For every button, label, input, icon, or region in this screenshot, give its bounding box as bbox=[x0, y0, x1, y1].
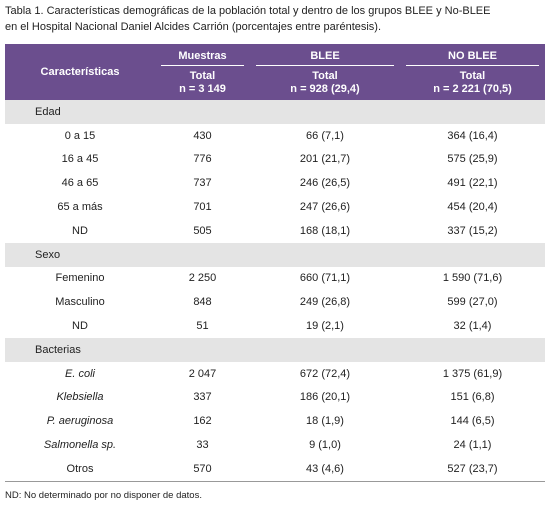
caption-line: en el Hospital Nacional Daniel Alcides C… bbox=[5, 21, 382, 33]
cell: 505 bbox=[193, 224, 212, 237]
cell: 66 (7,1) bbox=[306, 129, 344, 142]
cell: 24 (1,1) bbox=[453, 439, 492, 452]
data-row: Femenino 2 250 660 (71,1) 1 590 (71,6) bbox=[5, 267, 545, 291]
section-title: Sexo bbox=[5, 242, 545, 267]
section-row: Bacterias bbox=[5, 337, 545, 362]
cell: 186 (20,1) bbox=[299, 391, 351, 404]
cell: 570 bbox=[155, 456, 250, 482]
cell: 701 bbox=[193, 201, 212, 214]
cell: 848 bbox=[193, 296, 212, 309]
row-label: ND bbox=[72, 320, 88, 333]
cell: 599 (27,0) bbox=[447, 296, 498, 309]
cell: 32 (1,4) bbox=[453, 320, 492, 333]
row-label: ND bbox=[72, 224, 88, 237]
row-label: Masculino bbox=[55, 296, 105, 309]
n-label: n = 928 (29,4) bbox=[290, 83, 360, 95]
row-label: E. coli bbox=[65, 367, 95, 380]
data-row: P. aeruginosa 162 18 (1,9) 144 (6,5) bbox=[5, 409, 545, 433]
cell: 527 (23,7) bbox=[400, 456, 545, 482]
row-label: Salmonella sp. bbox=[43, 439, 117, 452]
data-row: 16 a 45 776 201 (21,7) 575 (25,9) bbox=[5, 148, 545, 172]
caption-line: Tabla 1. Características demográficas de… bbox=[5, 5, 491, 17]
n-label: n = 3 149 bbox=[179, 83, 226, 95]
caption: Tabla 1. Características demográficas de… bbox=[5, 3, 550, 35]
row-label: P. aeruginosa bbox=[46, 415, 114, 428]
group-sub: Total n = 928 (29,4) bbox=[250, 66, 400, 100]
cell: 246 (26,5) bbox=[299, 177, 351, 190]
group-header: NO BLEE bbox=[400, 44, 545, 66]
row-label: Klebsiella bbox=[56, 391, 104, 404]
cell: 672 (72,4) bbox=[299, 367, 351, 380]
group-sub: Total n = 2 221 (70,5) bbox=[400, 66, 545, 100]
cell: 454 (20,4) bbox=[447, 201, 498, 214]
cell: 2 250 bbox=[188, 272, 217, 285]
footnote: ND: No determinado por no disponer de da… bbox=[5, 490, 202, 501]
data-row: Masculino 848 249 (26,8) 599 (27,0) bbox=[5, 290, 545, 314]
total-label: Total bbox=[189, 70, 216, 82]
header-cell: Características bbox=[5, 44, 155, 100]
cell: 660 (71,1) bbox=[299, 272, 351, 285]
cell: 168 (18,1) bbox=[299, 224, 351, 237]
group-name: Muestras bbox=[161, 50, 244, 66]
cell: 144 (6,5) bbox=[450, 415, 495, 428]
cell: 249 (26,8) bbox=[299, 296, 351, 309]
group-name: NO BLEE bbox=[406, 50, 539, 66]
cell: 337 (15,2) bbox=[447, 224, 498, 237]
cell: 2 047 bbox=[188, 367, 217, 380]
group-name: BLEE bbox=[256, 50, 394, 66]
data-row: ND 51 19 (2,1) 32 (1,4) bbox=[5, 314, 545, 338]
section-row: Sexo bbox=[5, 242, 545, 267]
row-label: 16 a 45 bbox=[61, 153, 99, 166]
cell: 162 bbox=[193, 415, 212, 428]
data-row: Otros 570 43 (4,6) 527 (23,7) bbox=[5, 456, 545, 482]
cell: 491 (22,1) bbox=[447, 177, 498, 190]
cell: 151 (6,8) bbox=[450, 391, 495, 404]
cell: 18 (1,9) bbox=[306, 415, 344, 428]
data-row: Salmonella sp. 33 9 (1,0) 24 (1,1) bbox=[5, 433, 545, 457]
cell: 51 bbox=[196, 320, 209, 333]
data-row: E. coli 2 047 672 (72,4) 1 375 (61,9) bbox=[5, 362, 545, 386]
cell: 1 590 (71,6) bbox=[442, 272, 503, 285]
section-title: Bacterias bbox=[5, 337, 545, 362]
data-row: 46 a 65 737 246 (26,5) 491 (22,1) bbox=[5, 171, 545, 195]
cell: 43 (4,6) bbox=[250, 456, 400, 482]
cell: 19 (2,1) bbox=[306, 320, 344, 333]
cell: 430 bbox=[193, 129, 212, 142]
cell: 364 (16,4) bbox=[447, 129, 498, 142]
row-label: Otros bbox=[5, 456, 155, 482]
table-header: Características Muestras BLEE NO BLEE To… bbox=[5, 44, 545, 100]
group-sub: Total n = 3 149 bbox=[155, 66, 250, 100]
data-row: 0 a 15 430 66 (7,1) 364 (16,4) bbox=[5, 124, 545, 148]
row-label: 65 a más bbox=[57, 201, 103, 214]
cell: 737 bbox=[193, 177, 212, 190]
data-row: Klebsiella 337 186 (20,1) 151 (6,8) bbox=[5, 386, 545, 410]
cell: 9 (1,0) bbox=[309, 439, 341, 452]
row-label: Femenino bbox=[55, 272, 105, 285]
cell: 337 bbox=[193, 391, 212, 404]
data-row: 65 a más 701 247 (26,6) 454 (20,4) bbox=[5, 195, 545, 219]
cell: 1 375 (61,9) bbox=[442, 367, 503, 380]
cell: 247 (26,6) bbox=[299, 201, 351, 214]
data-table: Características Muestras BLEE NO BLEE To… bbox=[5, 44, 545, 482]
total-label: Total bbox=[459, 70, 486, 82]
n-label: n = 2 221 (70,5) bbox=[433, 83, 512, 95]
section-title: Edad bbox=[5, 100, 545, 124]
total-label: Total bbox=[312, 70, 338, 82]
cell: 575 (25,9) bbox=[447, 153, 498, 166]
cell: 201 (21,7) bbox=[299, 153, 351, 166]
cell: 33 bbox=[196, 439, 209, 452]
table-body: Edad 0 a 15 430 66 (7,1) 364 (16,4) 16 a 45 77… bbox=[5, 100, 545, 482]
data-row: ND 505 168 (18,1) 337 (15,2) bbox=[5, 219, 545, 243]
group-header: BLEE bbox=[250, 44, 400, 66]
row-label: 46 a 65 bbox=[61, 177, 99, 190]
section-row: Edad bbox=[5, 100, 545, 124]
cell: 776 bbox=[193, 153, 212, 166]
row-label: 0 a 15 bbox=[64, 129, 96, 142]
group-header: Muestras bbox=[155, 44, 250, 66]
